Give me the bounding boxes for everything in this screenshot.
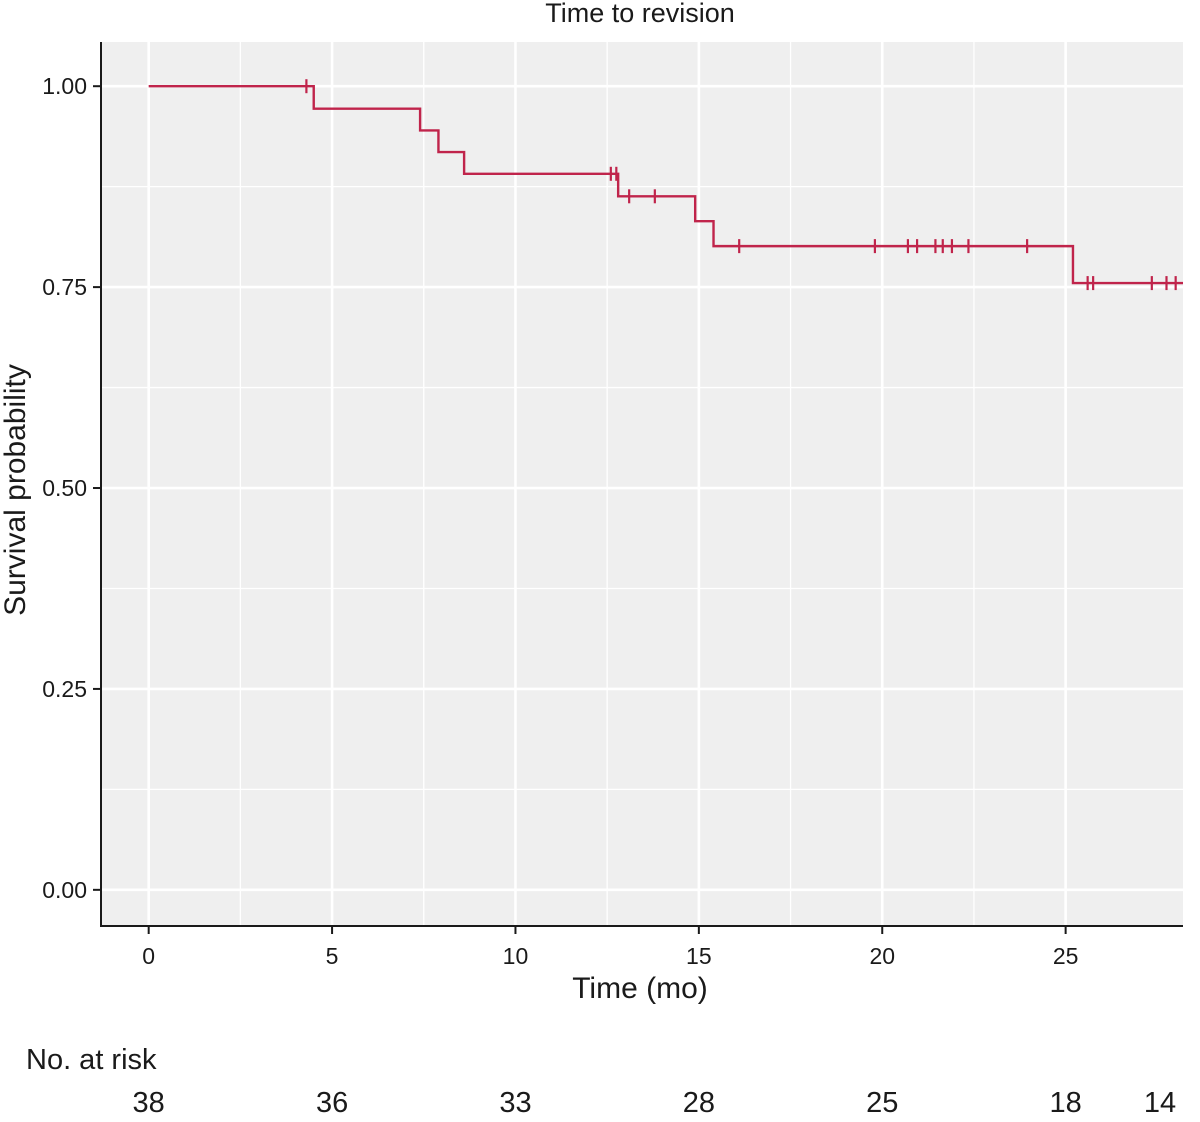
km-curve — [148, 85, 1183, 285]
x-tick-label: 10 — [503, 943, 529, 969]
risk-count: 28 — [683, 1087, 715, 1119]
risk-count: 25 — [866, 1087, 898, 1119]
x-tick-label: 20 — [869, 943, 895, 969]
x-axis-label: Time (mo) — [572, 972, 708, 1005]
km-curve-group — [148, 85, 1183, 285]
risk-count: 18 — [1049, 1087, 1081, 1119]
y-axis-ticks: 0.00 0.25 0.50 0.75 1.00 — [42, 73, 101, 903]
chart-title: Time to revision — [545, 0, 735, 28]
y-tick-label: 0.50 — [42, 475, 87, 501]
risk-count: 38 — [133, 1087, 165, 1119]
y-tick-label: 0.75 — [42, 274, 87, 300]
y-tick-label: 1.00 — [42, 73, 87, 99]
censor-marks-group — [305, 79, 1177, 291]
risk-table-label: No. at risk — [26, 1044, 157, 1076]
y-axis-label: Survival probability — [0, 364, 32, 616]
x-axis-ticks: 0 5 10 15 20 25 — [142, 926, 1078, 969]
grid-minor — [101, 42, 1183, 926]
risk-count: 36 — [316, 1087, 348, 1119]
x-tick-label: 15 — [686, 943, 712, 969]
x-tick-label: 0 — [142, 943, 155, 969]
grid-major — [101, 42, 1183, 926]
plot-panel — [101, 42, 1183, 926]
y-tick-label: 0.25 — [42, 676, 87, 702]
x-tick-label: 5 — [326, 943, 339, 969]
risk-count: 33 — [499, 1087, 531, 1119]
y-tick-label: 0.00 — [42, 877, 87, 903]
risk-table-counts: 38 36 33 28 25 18 14 — [133, 1087, 1177, 1119]
x-tick-label: 25 — [1053, 943, 1079, 969]
risk-count: 14 — [1144, 1087, 1176, 1119]
